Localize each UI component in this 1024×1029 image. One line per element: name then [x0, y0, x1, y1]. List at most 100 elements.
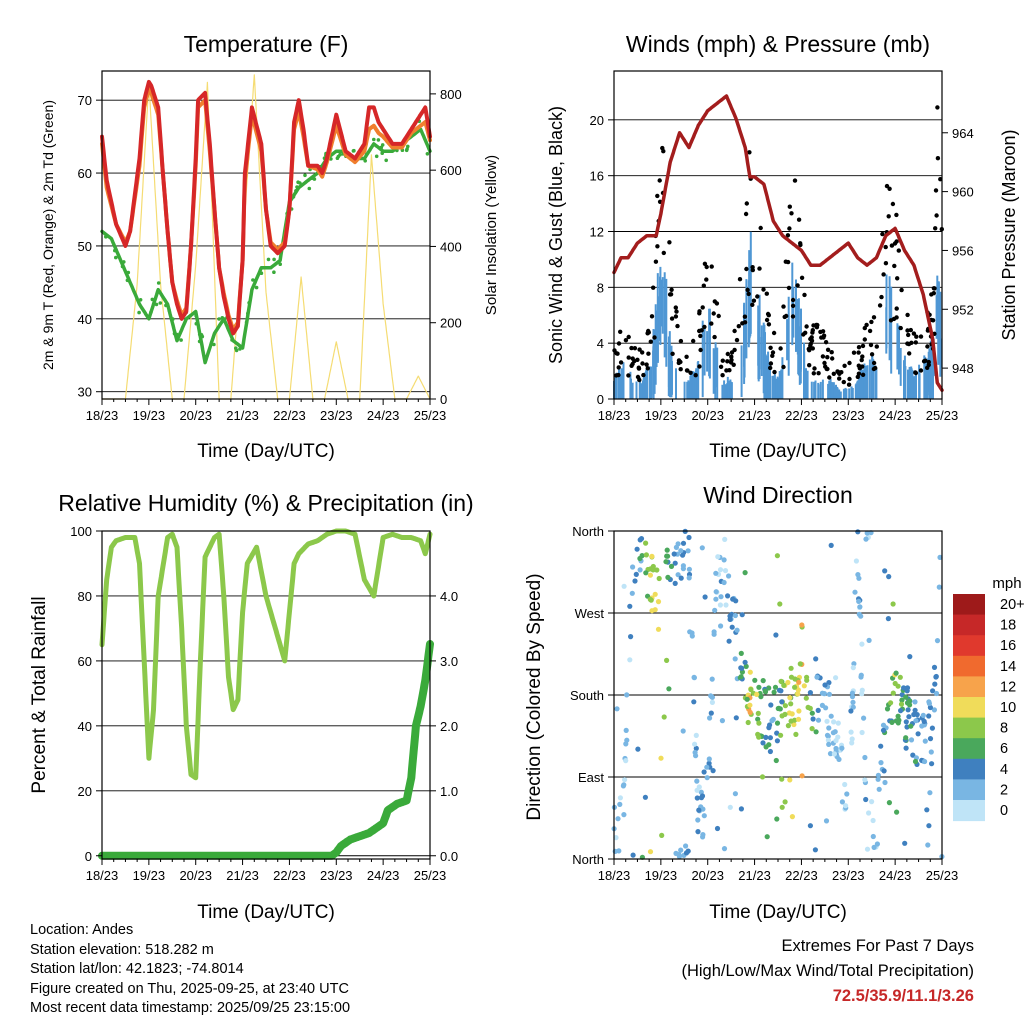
gust-point — [712, 334, 717, 340]
direction-point — [742, 659, 748, 665]
gust-point — [743, 211, 749, 217]
direction-point — [823, 705, 829, 711]
direction-x-tick-label: 19/23 — [645, 868, 678, 883]
direction-point — [621, 782, 627, 788]
temperature-ylabel-right: Solar Insolation (Yellow) — [483, 155, 500, 315]
direction-point — [691, 699, 697, 705]
direction-point — [825, 737, 832, 743]
gust-point — [782, 314, 787, 320]
direction-point — [762, 688, 768, 694]
gust-point — [905, 312, 910, 318]
dewpoint-point — [384, 158, 389, 163]
gust-point — [669, 316, 675, 321]
humidity-x-tick-label: 21/23 — [226, 868, 259, 883]
direction-point — [906, 698, 913, 704]
gust-point — [623, 338, 629, 343]
direction-point — [821, 691, 828, 697]
direction-point — [852, 589, 858, 595]
direction-point — [744, 696, 750, 702]
gust-point — [636, 365, 641, 370]
direction-point — [807, 690, 814, 696]
dewpoint-point — [200, 334, 205, 339]
direction-point — [849, 736, 855, 742]
direction-point — [831, 719, 837, 725]
dewpoint-point — [295, 185, 299, 189]
gust-point — [673, 305, 678, 310]
direction-point — [708, 710, 714, 716]
dewpoint-point — [137, 310, 141, 315]
gust-point — [641, 372, 646, 378]
gust-point — [649, 314, 655, 319]
direction-point — [686, 534, 692, 541]
gust-point — [781, 364, 786, 370]
gust-point — [894, 306, 899, 311]
winds-ylabel-left: Sonic Wind & Gust (Blue, Black) — [546, 106, 566, 364]
gust-point — [646, 351, 651, 356]
gust-point — [637, 347, 642, 352]
extremes-values: 72.5/35.9/11.1/3.26 — [832, 987, 974, 1005]
direction-point — [704, 775, 710, 781]
direction-point — [869, 799, 875, 805]
direction-point — [748, 686, 754, 693]
direction-point — [835, 734, 841, 740]
winds-y-tick-label: 16 — [590, 169, 604, 184]
station-pressure-line — [612, 94, 944, 392]
direction-point — [842, 781, 848, 788]
direction-y-tick-label: North — [572, 524, 604, 539]
gust-point — [871, 366, 877, 372]
dewpoint-point — [266, 257, 271, 262]
dewpoint-point — [171, 317, 175, 321]
temperature-x-tick-label: 22/23 — [273, 408, 306, 423]
direction-point — [895, 713, 901, 719]
direction-point — [685, 848, 691, 854]
direction-point — [695, 817, 701, 823]
direction-point — [875, 776, 881, 782]
gust-point — [698, 347, 703, 353]
dewpoint-point — [167, 308, 171, 313]
gust-point — [787, 204, 792, 209]
direction-point — [774, 553, 781, 559]
winds-x-tick-label: 23/23 — [832, 408, 865, 423]
gust-point — [888, 318, 894, 323]
legend-title: mph — [992, 575, 1021, 592]
direction-point — [884, 706, 891, 712]
direction-point — [908, 737, 915, 743]
gust-point — [768, 365, 773, 371]
gust-point — [732, 347, 737, 353]
dewpoint-point — [312, 177, 317, 181]
gust-point — [899, 287, 904, 293]
gust-point — [829, 350, 834, 355]
direction-point — [903, 745, 909, 751]
gust-point — [697, 311, 702, 316]
direction-point — [855, 572, 861, 578]
direction-point — [782, 711, 788, 718]
dewpoint-point — [294, 189, 298, 193]
direction-point — [647, 572, 654, 578]
humidity-y2-tick-label: 0.0 — [440, 849, 458, 864]
direction-point — [747, 669, 753, 675]
gust-point — [652, 335, 657, 340]
humidity-x-tick-label: 18/23 — [86, 868, 119, 883]
direction-point — [649, 608, 655, 614]
winds-y2-tick-label: 952 — [952, 302, 974, 317]
gust-point — [867, 328, 873, 334]
direction-point — [787, 695, 793, 701]
gust-point — [869, 352, 875, 357]
relative-humidity-line — [99, 528, 433, 781]
direction-point — [752, 677, 758, 683]
direction-point — [709, 699, 716, 706]
gust-point — [798, 241, 803, 246]
gust-point — [804, 324, 809, 329]
direction-point — [912, 699, 918, 705]
gust-point — [884, 183, 890, 189]
legend-swatch — [953, 655, 985, 677]
humidity-x-tick-label: 19/23 — [133, 868, 166, 883]
direction-point — [661, 714, 667, 720]
gust-point — [676, 358, 682, 363]
gust-point — [778, 346, 783, 351]
direction-point — [680, 566, 687, 572]
direction-point — [792, 684, 798, 690]
most-recent-timestamp: Most recent data timestamp: 2025/09/25 2… — [30, 1000, 351, 1017]
direction-point — [929, 725, 936, 731]
direction-point — [795, 716, 802, 722]
